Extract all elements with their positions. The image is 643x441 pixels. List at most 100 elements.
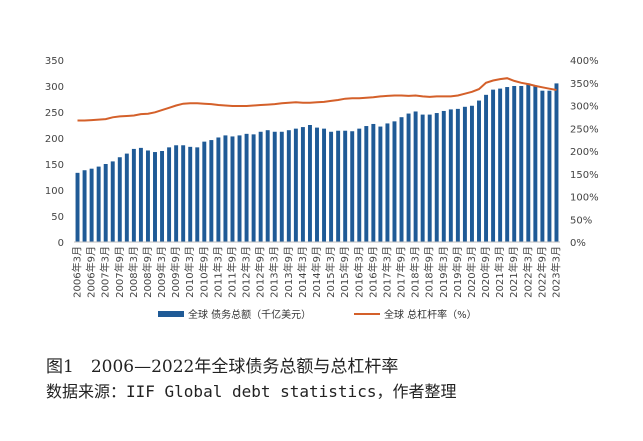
debt-bar: [547, 90, 552, 243]
debt-bar: [230, 136, 235, 242]
y-left-tick-label: 200: [45, 134, 64, 145]
x-tick-label: 2023年3月: [549, 246, 562, 298]
debt-bar: [300, 127, 305, 242]
figure-caption: 图1 2006—2022年全球债务总额与总杠杆率: [46, 357, 399, 377]
debt-bar: [202, 141, 207, 242]
debt-bar: [117, 157, 122, 242]
x-tick-label: 2008年9月: [141, 246, 154, 298]
debt-bar: [364, 126, 369, 242]
debt-bar: [75, 172, 80, 242]
debt-bar: [131, 148, 136, 242]
x-tick-label: 2008年3月: [127, 246, 140, 298]
debt-bar: [533, 86, 538, 242]
debt-bar: [293, 128, 298, 242]
x-tick-label: 2011年9月: [225, 246, 238, 298]
x-tick-label: 2007年3月: [99, 246, 112, 298]
debt-bar: [378, 126, 383, 242]
debt-bar: [286, 130, 291, 242]
debt-bars: [75, 83, 559, 243]
debt-bar: [279, 131, 284, 242]
x-tick-label: 2010年9月: [197, 246, 210, 298]
x-tick-label: 2015年3月: [324, 246, 337, 298]
debt-bar: [223, 135, 228, 242]
debt-bar: [343, 130, 348, 242]
y-left-tick-label: 250: [45, 108, 64, 119]
y-right-tick-label: 250%: [570, 124, 599, 135]
debt-bar: [188, 146, 193, 242]
y-right-tick-label: 300%: [570, 102, 599, 113]
y-left-tick-label: 0: [58, 238, 64, 249]
x-tick-label: 2011年3月: [211, 246, 224, 298]
debt-bar: [265, 130, 270, 242]
debt-bar: [216, 137, 221, 242]
debt-bar: [110, 161, 115, 242]
debt-bar: [82, 170, 87, 242]
debt-bar: [237, 135, 242, 242]
y-left-tick-label: 100: [45, 186, 64, 197]
legend: 全球 债务总额（千亿美元） 全球 总杠杆率（%）: [158, 308, 477, 321]
debt-bar: [181, 145, 186, 242]
x-tick-label: 2017年9月: [395, 246, 408, 298]
x-tick-label: 2022年9月: [535, 246, 548, 298]
y-left-tick-label: 350: [45, 56, 64, 67]
debt-bar: [357, 128, 362, 242]
x-tick-label: 2012年3月: [240, 246, 253, 298]
debt-bar: [512, 86, 517, 242]
debt-bar: [138, 147, 143, 242]
debt-bar: [427, 114, 432, 242]
x-tick-label: 2017年3月: [380, 246, 393, 298]
x-tick-label: 2021年9月: [507, 246, 520, 298]
x-axis-ticks: 2006年3月 2006年9月 2007年3月 2007年9月 2008年3月 2008年…: [71, 246, 563, 298]
x-tick-label: 2013年3月: [268, 246, 281, 298]
debt-bar: [315, 127, 319, 242]
debt-bar: [160, 151, 165, 242]
debt-bar: [441, 110, 446, 243]
debt-bar: [336, 130, 341, 242]
x-tick-label: 2020年9月: [479, 246, 492, 298]
x-tick-label: 2019年3月: [437, 246, 450, 298]
debt-bar: [526, 83, 531, 243]
x-tick-label: 2018年9月: [423, 246, 436, 298]
x-tick-label: 2012年9月: [254, 246, 267, 298]
debt-bar: [399, 117, 404, 242]
debt-bar: [209, 140, 214, 242]
chart: 0 50 100 150 200 250 300 350 0% 50% 100% 150% 200% 2…: [45, 56, 599, 321]
debt-bar: [322, 128, 327, 242]
legend-line-label: 全球 总杠杆率（%）: [384, 308, 477, 321]
x-tick-label: 2006年9月: [85, 246, 98, 298]
x-tick-label: 2016年9月: [366, 246, 379, 298]
debt-bar: [540, 90, 545, 243]
debt-bar: [434, 113, 439, 242]
y-right-tick-label: 50%: [570, 215, 592, 226]
x-tick-label: 2019年9月: [451, 246, 464, 298]
y-right-tick-label: 350%: [570, 79, 599, 90]
debt-bar: [385, 123, 390, 242]
x-tick-label: 2009年9月: [169, 246, 182, 298]
debt-bar: [477, 100, 481, 242]
debt-bar: [505, 87, 510, 242]
debt-bar: [392, 121, 397, 242]
y-left-tick-label: 300: [45, 82, 64, 93]
debt-bar: [195, 147, 200, 242]
debt-bar: [89, 168, 94, 242]
x-tick-label: 2016年3月: [352, 246, 365, 298]
debt-bar: [167, 147, 172, 242]
debt-bar: [371, 123, 376, 242]
left-axis-ticks: 0 50 100 150 200 250 300 350: [45, 56, 64, 249]
debt-bar: [329, 131, 334, 242]
x-tick-label: 2014年9月: [310, 246, 323, 298]
debt-bar: [469, 105, 474, 242]
debt-bar: [420, 114, 425, 242]
y-right-tick-label: 200%: [570, 147, 599, 158]
debt-bar: [491, 89, 496, 242]
debt-bar: [455, 108, 460, 242]
x-tick-label: 2022年3月: [521, 246, 534, 298]
data-source: 数据来源：IIF Global debt statistics，作者整理: [46, 382, 457, 401]
y-right-tick-label: 400%: [570, 56, 599, 67]
debt-bar: [251, 134, 256, 242]
x-tick-label: 2013年9月: [282, 246, 295, 298]
x-tick-label: 2020年3月: [465, 246, 478, 298]
y-left-tick-label: 50: [51, 212, 64, 223]
y-right-tick-label: 100%: [570, 193, 599, 204]
y-right-tick-label: 150%: [570, 170, 599, 181]
